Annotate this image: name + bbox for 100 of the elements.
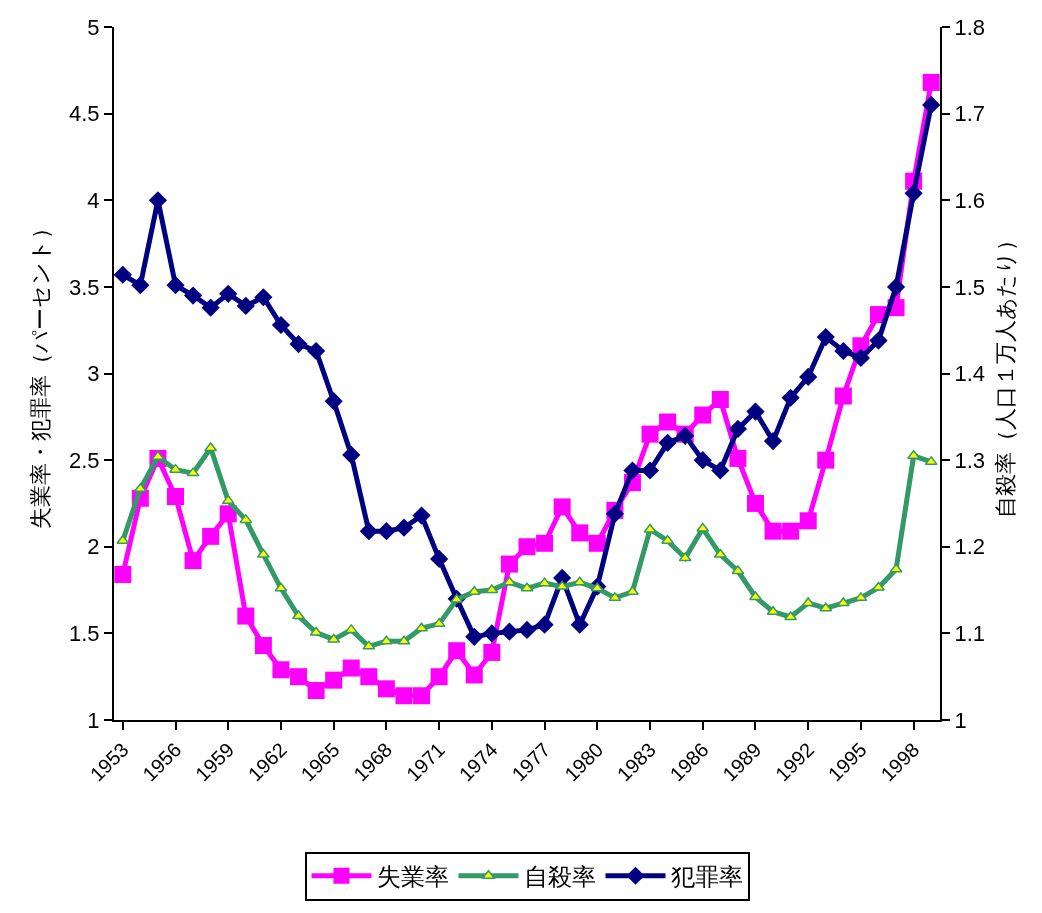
y-tick-label: 3	[87, 361, 100, 387]
point	[640, 461, 660, 480]
point	[869, 331, 888, 350]
point	[693, 451, 712, 470]
point	[184, 552, 202, 570]
point	[819, 602, 833, 612]
point	[485, 584, 499, 594]
point	[307, 682, 325, 700]
point	[782, 522, 800, 540]
point	[289, 334, 308, 354]
point	[517, 620, 537, 640]
point	[764, 522, 782, 540]
point	[415, 622, 429, 632]
point	[658, 433, 677, 452]
point	[553, 498, 571, 516]
point	[133, 482, 147, 492]
point	[748, 591, 762, 601]
y-axis-title: 失業率・犯罪率（パーセント）	[28, 217, 54, 530]
y2-tick-label: 1.8	[954, 14, 985, 40]
point	[290, 668, 308, 686]
y2-tick-label: 1.1	[954, 621, 985, 647]
point	[728, 419, 747, 439]
point	[327, 633, 341, 643]
point	[746, 494, 764, 512]
point	[763, 431, 783, 451]
point	[325, 671, 343, 689]
point	[608, 592, 622, 602]
point	[834, 341, 853, 361]
point	[395, 687, 413, 705]
point	[236, 296, 255, 316]
point	[113, 265, 132, 284]
point	[643, 523, 657, 533]
point	[711, 461, 730, 480]
point	[696, 522, 710, 532]
point	[467, 586, 481, 596]
point	[889, 563, 903, 573]
point	[377, 680, 395, 698]
point	[254, 637, 272, 654]
point	[394, 518, 414, 537]
point	[535, 615, 554, 634]
point	[799, 367, 818, 387]
point	[430, 549, 449, 568]
point	[239, 514, 253, 524]
point	[116, 534, 130, 544]
point	[536, 534, 554, 552]
point	[816, 328, 835, 347]
y2-tick-label: 1.6	[954, 187, 985, 213]
point	[588, 534, 606, 552]
point	[851, 348, 871, 368]
point	[500, 555, 518, 573]
point	[342, 659, 360, 677]
point	[430, 668, 448, 686]
point	[292, 610, 306, 620]
point	[605, 504, 624, 523]
point	[360, 668, 378, 686]
point	[590, 582, 604, 592]
point	[221, 495, 235, 505]
point	[324, 392, 343, 411]
point	[183, 286, 203, 305]
y-tick-label: 1.5	[69, 621, 100, 647]
legend-label: 失業率	[376, 863, 449, 891]
point	[202, 527, 220, 545]
point	[362, 640, 376, 650]
point	[201, 298, 220, 317]
point	[377, 522, 396, 541]
point	[254, 288, 273, 307]
point	[342, 445, 361, 465]
y-tick-label: 3.5	[69, 274, 100, 300]
point	[834, 387, 852, 405]
legend-label: 自殺率	[523, 863, 596, 891]
point	[413, 687, 431, 705]
point	[397, 635, 411, 645]
point	[272, 661, 290, 679]
y2-tick-label: 1.5	[954, 274, 985, 300]
point	[271, 315, 291, 335]
point	[412, 506, 431, 525]
point	[678, 552, 692, 562]
point	[731, 565, 745, 575]
point	[307, 341, 326, 361]
y2-tick-label: 1.7	[954, 101, 985, 127]
point	[520, 582, 534, 592]
y2-tick-label: 1	[954, 707, 967, 733]
point	[237, 607, 255, 625]
point	[817, 451, 835, 469]
point	[713, 548, 727, 558]
point	[922, 73, 940, 91]
point	[922, 95, 941, 115]
point	[781, 388, 800, 407]
point	[904, 184, 923, 203]
point	[167, 488, 185, 506]
point	[784, 611, 798, 621]
point	[801, 597, 815, 607]
point	[555, 580, 569, 590]
point	[166, 276, 185, 295]
point	[274, 582, 288, 592]
point	[448, 642, 466, 660]
point	[538, 577, 552, 587]
point	[344, 624, 358, 634]
y2-tick-label: 1.2	[954, 534, 985, 560]
y-tick-label: 2.5	[69, 447, 100, 473]
